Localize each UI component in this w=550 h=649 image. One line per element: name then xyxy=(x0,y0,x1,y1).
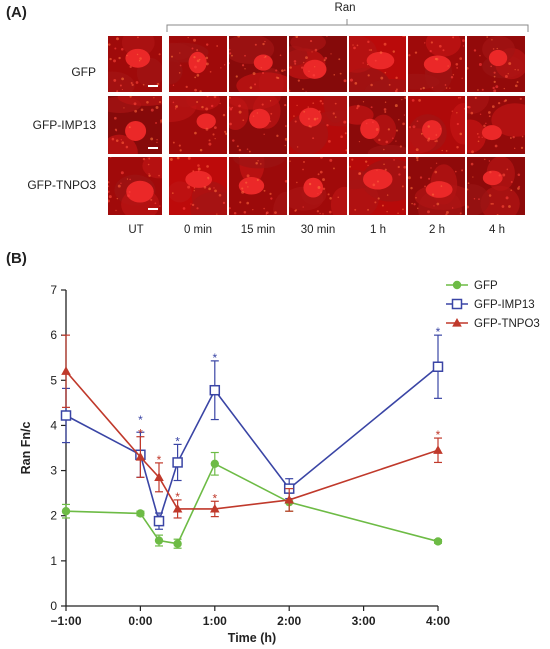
column-label-ut: UT xyxy=(128,224,144,236)
micrograph-gfp-0min xyxy=(169,36,227,92)
series-gfp-imp13-point xyxy=(432,361,444,372)
series-gfp-tnpo3-point xyxy=(61,366,71,375)
y-tick-label: 2 xyxy=(50,509,57,523)
legend-gfp-imp13-marker xyxy=(451,298,463,310)
micrograph-gfp-imp13-15min xyxy=(229,96,287,154)
series-gfp-tnpo3-point xyxy=(135,452,146,461)
y-tick-label: 0 xyxy=(50,599,57,613)
legend-gfp-imp13-label: GFP-IMP13 xyxy=(474,299,535,311)
micrograph-gfp-tnpo3-15min xyxy=(229,157,287,215)
row-label-gfp-imp13: GFP-IMP13 xyxy=(32,118,96,132)
series-gfp-tnpo3-significance-star: * xyxy=(212,491,217,505)
series-gfp-tnpo3-point xyxy=(284,494,294,504)
series-gfp-tnpo3-significance-star: * xyxy=(157,453,162,467)
series-gfp-point xyxy=(210,459,219,468)
series-gfp-imp13-significance-star: * xyxy=(138,413,143,427)
x-tick-label: 3:00 xyxy=(352,614,376,628)
x-tick-label: 0:00 xyxy=(128,614,152,628)
micrograph-gfp-imp13-30min xyxy=(289,96,347,154)
micrograph-gfp-4h xyxy=(467,36,525,92)
micrograph-gfp-30min xyxy=(289,36,347,92)
series-gfp-point xyxy=(154,536,164,545)
series-gfp-tnpo3-point xyxy=(154,472,164,481)
series-gfp-point xyxy=(136,509,145,518)
ran-bracket xyxy=(166,19,529,32)
series-gfp-imp13-point xyxy=(153,515,165,527)
micrograph-gfp-tnpo3-4h xyxy=(467,157,525,215)
scale-bar xyxy=(148,85,158,87)
micrograph-gfp-tnpo3-ut xyxy=(108,157,162,215)
column-label-4h: 4 h xyxy=(489,224,505,236)
scale-bar xyxy=(148,208,158,210)
column-label-1h: 1 h xyxy=(370,224,386,236)
series-gfp-imp13-point xyxy=(60,410,72,421)
micrograph-gfp-imp13-0min xyxy=(169,96,227,154)
x-tick-label: −1:00 xyxy=(50,614,81,628)
series-gfp-point xyxy=(433,537,443,546)
legend-gfp-marker xyxy=(452,280,462,290)
row-label-gfp-tnpo3: GFP-TNPO3 xyxy=(27,178,96,192)
series-gfp-imp13-significance-star: * xyxy=(212,351,217,365)
series-gfp-imp13-point xyxy=(172,457,183,468)
column-label-0min: 0 min xyxy=(183,224,213,236)
micrograph-gfp-imp13-2h xyxy=(408,96,465,154)
micrograph-gfp-1h xyxy=(349,36,406,92)
series-gfp-tnpo3-significance-star: * xyxy=(175,490,180,504)
micrograph-gfp-imp13-ut xyxy=(108,96,162,154)
series-gfp-tnpo3-point xyxy=(433,445,443,454)
series-gfp-imp13-significance-star: * xyxy=(175,434,180,448)
series-gfp-imp13-point xyxy=(209,384,221,396)
series-gfp-point xyxy=(61,507,71,516)
y-tick-label: 3 xyxy=(50,464,57,478)
y-tick-label: 6 xyxy=(50,328,57,342)
x-tick-label: 2:00 xyxy=(277,614,301,628)
series-gfp-tnpo3-point xyxy=(172,503,183,513)
micrograph-gfp-imp13-4h xyxy=(467,96,525,154)
micrograph-gfp-ut xyxy=(108,36,162,92)
x-tick-label: 4:00 xyxy=(426,614,450,628)
y-tick-label: 4 xyxy=(50,418,57,432)
scale-bar xyxy=(148,147,158,149)
ran-group-label: Ran xyxy=(334,2,356,14)
micrograph-gfp-tnpo3-1h xyxy=(349,157,406,215)
micrograph-gfp-tnpo3-2h xyxy=(408,157,465,215)
series-gfp-tnpo3-significance-star: * xyxy=(436,428,441,442)
micrograph-gfp-imp13-1h xyxy=(349,96,406,154)
series-gfp-point xyxy=(173,539,182,548)
y-tick-label: 7 xyxy=(50,283,57,297)
series-gfp-imp13-line xyxy=(65,366,439,524)
series-gfp-tnpo3-significance-star: * xyxy=(138,427,143,441)
row-label-gfp: GFP xyxy=(71,65,96,79)
series-gfp-tnpo3-point xyxy=(210,503,220,513)
legend-gfp-tnpo3-label: GFP-TNPO3 xyxy=(474,318,540,330)
micrograph-gfp-15min xyxy=(229,36,287,92)
y-axis-label: Ran Fn/c xyxy=(19,422,33,475)
micrograph-gfp-2h xyxy=(408,36,465,92)
legend-gfp-label: GFP xyxy=(474,280,498,292)
series-gfp-imp13-significance-star: * xyxy=(436,325,441,339)
legend-gfp-tnpo3-marker xyxy=(452,318,462,327)
y-tick-label: 5 xyxy=(50,373,57,387)
column-label-30min: 30 min xyxy=(300,224,336,236)
panel-b-label: (B) xyxy=(6,250,27,267)
y-tick-label: 1 xyxy=(50,554,57,568)
column-label-15min: 15 min xyxy=(240,224,276,236)
x-tick-label: 1:00 xyxy=(203,614,227,628)
micrograph-gfp-tnpo3-30min xyxy=(289,157,347,215)
panel-a-label: (A) xyxy=(6,4,27,21)
column-label-2h: 2 h xyxy=(429,224,445,236)
micrograph-gfp-tnpo3-0min xyxy=(169,157,227,215)
x-axis-label: Time (h) xyxy=(228,631,276,645)
